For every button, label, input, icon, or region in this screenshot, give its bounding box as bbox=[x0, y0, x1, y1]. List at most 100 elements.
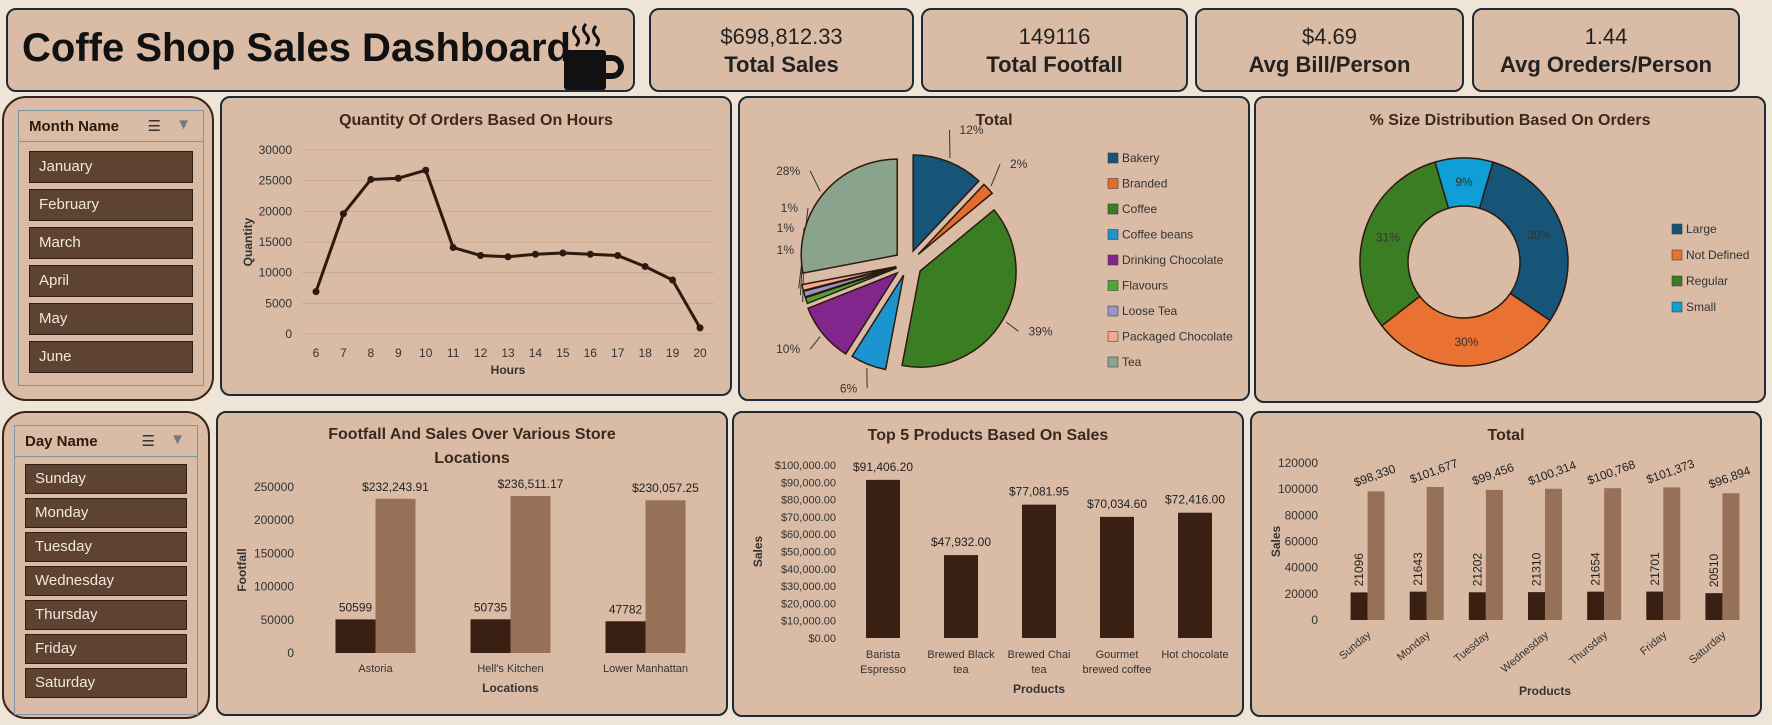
y-tick-label: 250000 bbox=[254, 480, 294, 494]
legend-swatch bbox=[1107, 331, 1119, 342]
hours-line-chart: Quantity Of Orders Based On Hours 30000 25… bbox=[241, 112, 714, 377]
kpi-avg-orders: 1.44 Avg Oreders/Person bbox=[1472, 8, 1740, 92]
slicer-item-friday[interactable]: Friday bbox=[25, 634, 187, 664]
size-chart-panel: % Size Distribution Based On Orders 9% 30%… bbox=[1254, 96, 1766, 403]
x-tick-label: 16 bbox=[584, 346, 598, 360]
data-label: $236,511.17 bbox=[498, 477, 564, 491]
chart-title: Top 5 Products Based On Sales bbox=[868, 427, 1109, 444]
x-tick-label: 10 bbox=[419, 346, 433, 360]
legend-label: Loose Tea bbox=[1122, 304, 1177, 318]
bar-sales bbox=[1178, 512, 1212, 638]
legend-label: Large bbox=[1686, 222, 1717, 236]
slicer-item-monday[interactable]: Monday bbox=[25, 498, 187, 528]
x-tick-label: Brewed Chai bbox=[1008, 649, 1071, 661]
legend-label: Small bbox=[1686, 300, 1716, 314]
day-slicer-frame: Day Name ☰ ▼ Sunday Monday Tuesday Wedne… bbox=[2, 411, 210, 719]
y-tick-label: 25000 bbox=[259, 174, 293, 188]
bar-sales bbox=[866, 479, 900, 638]
y-tick-label: 5000 bbox=[265, 296, 292, 310]
multi-select-icon[interactable]: ☰ bbox=[147, 118, 161, 135]
chart-title-line1: Footfall And Sales Over Various Store bbox=[328, 426, 616, 443]
data-label: 39% bbox=[1029, 324, 1053, 338]
slicer-item-wednesday[interactable]: Wednesday bbox=[25, 566, 187, 596]
y-tick-label: 80000 bbox=[1285, 508, 1319, 522]
x-tick-label: Astoria bbox=[358, 663, 393, 675]
slicer-header: Month Name ☰ ▼ bbox=[19, 111, 203, 142]
x-tick-label: 14 bbox=[529, 346, 543, 360]
data-label: 1% bbox=[777, 243, 795, 257]
slicer-header: Day Name ☰ ▼ bbox=[15, 426, 197, 457]
bar-footfall bbox=[1350, 592, 1368, 620]
category-chart-panel: Total 12% 2% 39% 6% 10% 1% 1% 1% 28% Bakery Branded… bbox=[738, 96, 1250, 401]
data-label: 28% bbox=[776, 164, 800, 178]
month-slicer-frame: Month Name ☰ ▼ January February March Ap… bbox=[2, 96, 214, 401]
data-label: $101,677 bbox=[1408, 456, 1460, 486]
slicer-item-may[interactable]: May bbox=[29, 303, 193, 335]
chart-title-line2: Locations bbox=[434, 450, 510, 467]
y-tick-label: $40,000.00 bbox=[781, 564, 836, 576]
x-axis-label: Hours bbox=[491, 363, 526, 377]
slicer-item-sunday[interactable]: Sunday bbox=[25, 464, 187, 494]
month-slicer: Month Name ☰ ▼ January February March Ap… bbox=[18, 110, 204, 386]
legend-label: Bakery bbox=[1122, 151, 1159, 165]
bar-sales bbox=[1367, 491, 1385, 620]
kpi-label: Total Sales bbox=[724, 52, 839, 77]
x-tick-label: Thursday bbox=[1567, 629, 1610, 668]
x-axis-label: Products bbox=[1519, 684, 1571, 698]
data-label: $101,373 bbox=[1645, 456, 1697, 486]
data-point bbox=[477, 251, 485, 259]
bar-footfall bbox=[470, 619, 511, 653]
data-point bbox=[696, 324, 704, 332]
y-axis-label: Sales bbox=[1269, 525, 1283, 557]
kpi-avg-bill: $4.69 Avg Bill/Person bbox=[1195, 8, 1464, 92]
clear-filter-icon[interactable]: ▼ bbox=[176, 116, 191, 133]
data-point bbox=[449, 244, 457, 252]
slicer-item-march[interactable]: March bbox=[29, 227, 193, 259]
products-bar-chart: Top 5 Products Based On Sales $100,000.00… bbox=[751, 427, 1229, 696]
clear-filter-icon[interactable]: ▼ bbox=[170, 431, 185, 448]
bar-sales bbox=[1022, 504, 1056, 638]
data-label: 21643 bbox=[1411, 552, 1425, 586]
y-tick-label: 15000 bbox=[259, 235, 293, 249]
chart-title: % Size Distribution Based On Orders bbox=[1370, 112, 1651, 129]
bar-footfall bbox=[1528, 592, 1545, 620]
y-tick-label: 100000 bbox=[254, 580, 294, 594]
legend-swatch bbox=[1107, 203, 1119, 215]
x-tick-label: 13 bbox=[501, 346, 515, 360]
data-point bbox=[559, 249, 567, 257]
slicer-item-february[interactable]: February bbox=[29, 189, 193, 221]
data-label: $232,243.91 bbox=[362, 480, 429, 494]
pie-slice bbox=[806, 271, 900, 356]
slicer-item-april[interactable]: April bbox=[29, 265, 193, 297]
slicer-item-june[interactable]: June bbox=[29, 341, 193, 373]
kpi-value: $698,812.33 bbox=[720, 24, 843, 49]
size-donut-chart: % Size Distribution Based On Orders 9% 30%… bbox=[1359, 112, 1749, 367]
leader-line bbox=[1005, 321, 1019, 332]
slicer-item-saturday[interactable]: Saturday bbox=[25, 668, 187, 698]
legend-label: Tea bbox=[1122, 355, 1142, 369]
data-point bbox=[669, 276, 677, 284]
series-line bbox=[314, 168, 702, 329]
y-tick-label: $80,000.00 bbox=[781, 495, 836, 507]
legend-swatch bbox=[1671, 301, 1683, 313]
y-tick-label: $10,000.00 bbox=[781, 616, 836, 628]
data-label: 31% bbox=[1376, 230, 1400, 244]
x-tick-label: Wednesday bbox=[1499, 629, 1551, 676]
slicer-item-thursday[interactable]: Thursday bbox=[25, 600, 187, 630]
data-label: 9% bbox=[1455, 175, 1473, 189]
data-label: $96,894 bbox=[1707, 463, 1753, 491]
legend-label: Coffee beans bbox=[1122, 228, 1193, 242]
slicer-item-january[interactable]: January bbox=[29, 151, 193, 183]
y-tick-label: $50,000.00 bbox=[781, 547, 836, 559]
pie-slice bbox=[800, 158, 898, 274]
data-label: 50735 bbox=[474, 600, 508, 614]
multi-select-icon[interactable]: ☰ bbox=[141, 433, 155, 450]
data-point bbox=[614, 251, 622, 259]
days-bar-chart: Total 120000 100000 80000 60000 40000 20000 0 21… bbox=[1269, 427, 1753, 698]
slicer-item-tuesday[interactable]: Tuesday bbox=[25, 532, 187, 562]
products-chart-panel: Top 5 Products Based On Sales $100,000.00… bbox=[732, 411, 1244, 717]
data-point bbox=[394, 174, 402, 182]
x-tick-label: Monday bbox=[1395, 629, 1433, 664]
leader-line bbox=[809, 170, 821, 192]
y-tick-label: 0 bbox=[287, 646, 294, 660]
